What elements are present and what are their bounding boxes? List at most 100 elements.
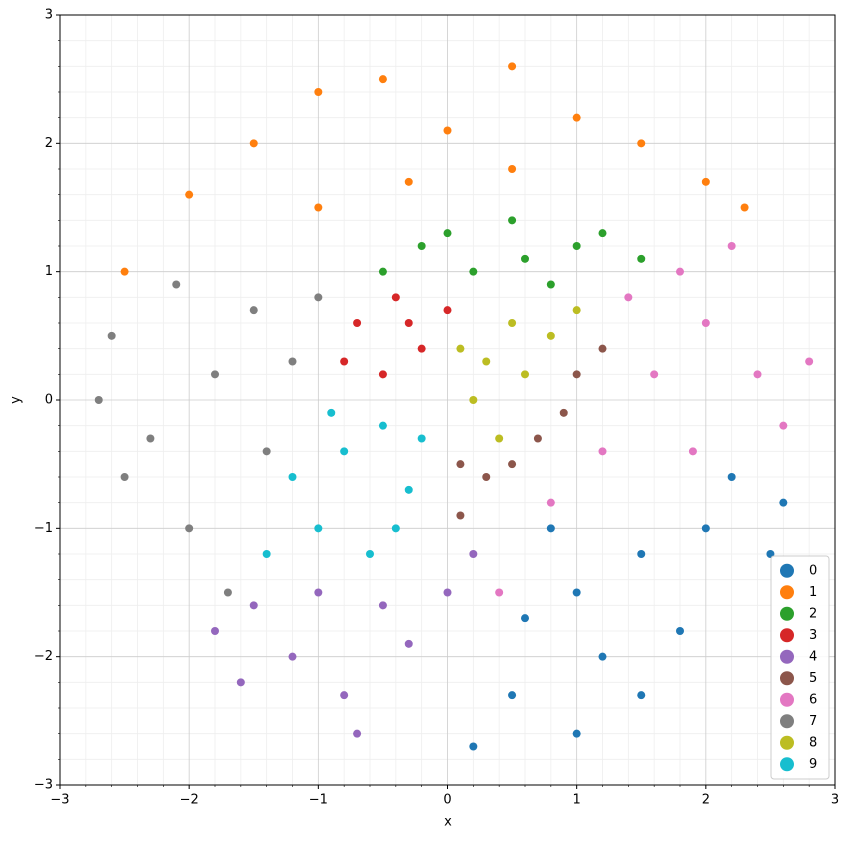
- point: [120, 267, 129, 276]
- x-tick-label: −2: [180, 793, 199, 808]
- point: [546, 524, 555, 533]
- point: [508, 691, 517, 700]
- point: [417, 434, 426, 443]
- point: [598, 447, 607, 456]
- point: [508, 460, 517, 469]
- point: [314, 588, 323, 597]
- point: [327, 408, 336, 417]
- point: [249, 306, 258, 315]
- legend-label: 3: [809, 628, 817, 643]
- legend-label: 6: [809, 692, 817, 707]
- point: [236, 678, 245, 687]
- legend-label: 8: [809, 735, 817, 750]
- point: [740, 203, 749, 212]
- x-tick-label: −3: [50, 793, 69, 808]
- point: [404, 639, 413, 648]
- point: [805, 357, 814, 366]
- point: [753, 370, 762, 379]
- point: [378, 370, 387, 379]
- y-tick-label: 2: [45, 136, 53, 151]
- point: [262, 447, 271, 456]
- point: [353, 729, 362, 738]
- point: [598, 652, 607, 661]
- point: [727, 473, 736, 481]
- point: [146, 434, 155, 443]
- x-tick-label: 1: [573, 793, 581, 808]
- point: [314, 524, 323, 533]
- point: [378, 267, 387, 276]
- point: [701, 319, 710, 327]
- legend-marker: [780, 714, 794, 729]
- legend-label: 4: [809, 649, 817, 664]
- legend-box: [770, 555, 830, 780]
- point: [107, 331, 116, 340]
- legend-marker: [780, 649, 794, 664]
- point: [443, 306, 452, 315]
- point: [456, 460, 465, 469]
- point: [223, 588, 232, 597]
- point: [546, 331, 555, 340]
- point: [533, 434, 542, 443]
- legend-marker: [780, 692, 794, 707]
- point: [779, 498, 788, 507]
- point: [572, 588, 581, 597]
- point: [779, 421, 788, 430]
- point: [637, 691, 646, 700]
- point: [572, 370, 581, 379]
- point: [572, 113, 581, 122]
- point: [688, 447, 697, 456]
- point: [469, 267, 478, 276]
- point: [521, 254, 529, 263]
- point: [314, 293, 323, 302]
- point: [443, 588, 452, 597]
- point: [701, 177, 710, 186]
- point: [650, 370, 659, 379]
- legend-label: 1: [809, 585, 817, 600]
- x-tick-label: −1: [309, 793, 328, 808]
- point: [211, 370, 219, 379]
- point: [249, 139, 258, 148]
- plot-frame: [59, 14, 836, 786]
- y-tick-label: −2: [34, 649, 53, 664]
- point: [172, 280, 181, 289]
- legend-label: 9: [809, 757, 817, 772]
- point: [482, 357, 491, 366]
- point: [340, 447, 349, 456]
- point: [676, 267, 684, 276]
- point: [288, 357, 297, 366]
- point: [559, 408, 568, 417]
- point: [404, 177, 413, 186]
- point: [185, 524, 194, 533]
- point: [495, 588, 504, 597]
- point: [443, 126, 452, 135]
- point: [211, 627, 219, 635]
- point: [546, 498, 555, 507]
- legend-label: 0: [809, 563, 817, 578]
- point: [94, 396, 103, 404]
- point: [353, 319, 362, 327]
- point: [469, 396, 478, 404]
- legend-marker: [780, 585, 794, 600]
- point: [727, 242, 736, 250]
- point: [572, 242, 581, 250]
- point: [508, 216, 517, 225]
- legend-marker: [780, 628, 794, 643]
- point: [482, 473, 491, 481]
- point: [443, 229, 452, 238]
- point: [676, 627, 684, 635]
- point: [249, 601, 258, 610]
- y-tick-label: 1: [45, 264, 53, 279]
- point: [185, 190, 194, 199]
- point: [391, 293, 400, 302]
- x-tick-label: 3: [831, 793, 839, 808]
- legend-marker: [780, 735, 794, 750]
- point: [404, 319, 413, 327]
- y-tick-label: 3: [45, 8, 53, 23]
- point: [495, 434, 504, 443]
- y-tick-label: 0: [45, 393, 53, 408]
- point: [521, 614, 529, 623]
- point: [378, 421, 387, 430]
- point: [340, 691, 349, 700]
- point: [288, 652, 297, 661]
